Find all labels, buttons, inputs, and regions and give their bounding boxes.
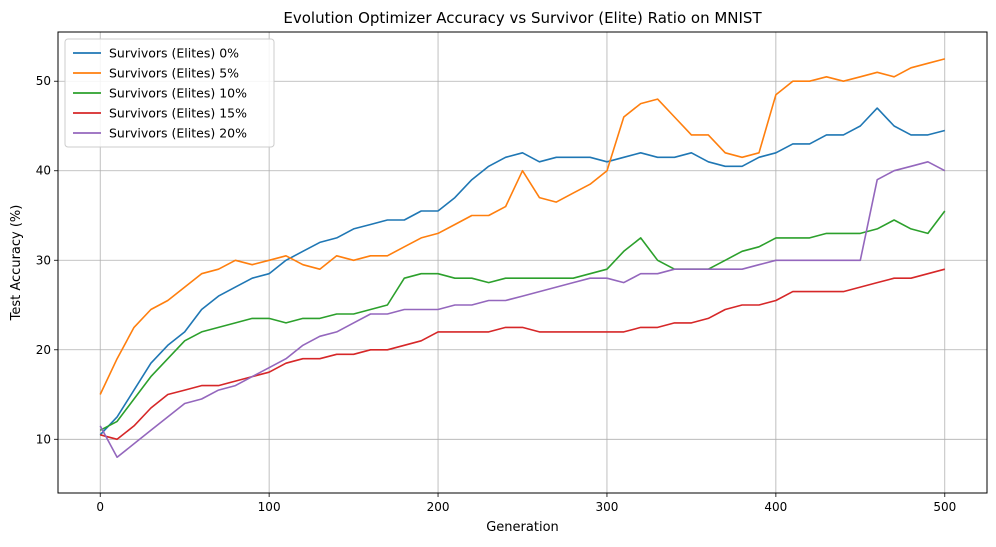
x-tick-label: 500 [933,500,956,514]
series-line-0 [99,107,946,436]
series-line-1 [99,58,946,395]
y-tick-label: 40 [36,164,51,178]
legend-label: Survivors (Elites) 10% [109,86,247,101]
legend-label: Survivors (Elites) 0% [109,46,239,61]
chart-title: Evolution Optimizer Accuracy vs Survivor… [283,9,762,27]
series-line-2 [99,210,946,432]
series-lines [99,58,946,459]
plot-frame [57,31,988,494]
legend-box [64,38,275,148]
legend-label: Survivors (Elites) 15% [109,106,247,121]
y-tick-label: 30 [36,253,51,267]
x-tick-label: 0 [96,500,104,514]
x-tick-label: 100 [258,500,281,514]
x-axis-title: Generation [486,520,559,535]
series-line-4 [99,161,946,459]
series-line-3 [99,268,946,441]
x-tick-label: 400 [764,500,787,514]
axis-ticks: 0 100 200 300 400 500 10 20 30 40 50 [36,74,957,514]
y-axis-title: Test Accuracy (%) [9,205,24,322]
legend-label: Survivors (Elites) 5% [109,66,239,81]
y-tick-label: 20 [36,343,51,357]
legend-label: Survivors (Elites) 20% [109,126,247,141]
y-tick-label: 50 [36,74,51,88]
x-tick-label: 200 [427,500,450,514]
legend: Survivors (Elites) 0% Survivors (Elites) … [64,38,275,148]
y-tick-label: 10 [36,432,51,446]
x-tick-label: 300 [596,500,619,514]
